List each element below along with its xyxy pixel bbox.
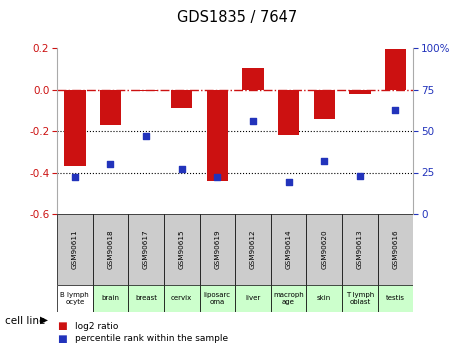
Bar [378,214,413,285]
Bar [378,285,413,312]
Text: cell line: cell line [5,316,45,326]
Text: skin: skin [317,295,332,302]
Text: liver: liver [245,295,261,302]
Text: T lymph
oblast: T lymph oblast [346,292,374,305]
Bar [385,49,406,90]
Point [178,166,185,172]
Bar [164,285,200,312]
Bar [271,214,306,285]
Point [213,175,221,180]
Text: cervix: cervix [171,295,192,302]
Text: GSM90614: GSM90614 [285,229,292,269]
Bar [235,285,271,312]
Text: B lymph
ocyte: B lymph ocyte [60,292,89,305]
Text: GSM90613: GSM90613 [357,229,363,269]
Text: GSM90617: GSM90617 [143,229,149,269]
Bar [135,90,157,91]
Point [71,175,79,180]
Bar [128,214,164,285]
Bar [100,90,121,125]
Bar [242,68,264,90]
Bar [342,214,378,285]
Bar [314,90,335,119]
Text: breast: breast [135,295,157,302]
Bar [306,214,342,285]
Bar [128,285,164,312]
Point [391,107,399,112]
Text: brain: brain [102,295,119,302]
Bar [93,214,128,285]
Text: ■: ■ [57,334,67,344]
Bar [164,214,200,285]
Bar [171,90,192,108]
Bar [349,90,370,94]
Text: GDS1835 / 7647: GDS1835 / 7647 [177,10,298,25]
Point [356,173,364,179]
Bar [57,285,93,312]
Text: GSM90619: GSM90619 [214,229,220,269]
Text: GSM90620: GSM90620 [321,229,327,269]
Bar [64,90,86,166]
Bar [278,90,299,135]
Bar [271,285,306,312]
Text: ■: ■ [57,321,67,331]
Point [106,161,114,167]
Bar [235,214,271,285]
Bar [57,214,93,285]
Text: ▶: ▶ [40,315,48,325]
Bar [200,285,235,312]
Bar [200,214,235,285]
Point [320,158,328,164]
Bar [342,285,378,312]
Point [142,133,150,139]
Text: GSM90611: GSM90611 [72,229,78,269]
Text: macroph
age: macroph age [273,292,304,305]
Text: GSM90618: GSM90618 [107,229,114,269]
Bar [207,90,228,181]
Point [285,180,293,185]
Text: log2 ratio: log2 ratio [75,322,118,331]
Point [249,118,256,124]
Text: testis: testis [386,295,405,302]
Text: GSM90616: GSM90616 [392,229,399,269]
Bar [306,285,342,312]
Text: liposarc
oma: liposarc oma [204,292,231,305]
Text: GSM90612: GSM90612 [250,229,256,269]
Text: GSM90615: GSM90615 [179,229,185,269]
Text: percentile rank within the sample: percentile rank within the sample [75,334,228,343]
Bar [93,285,128,312]
